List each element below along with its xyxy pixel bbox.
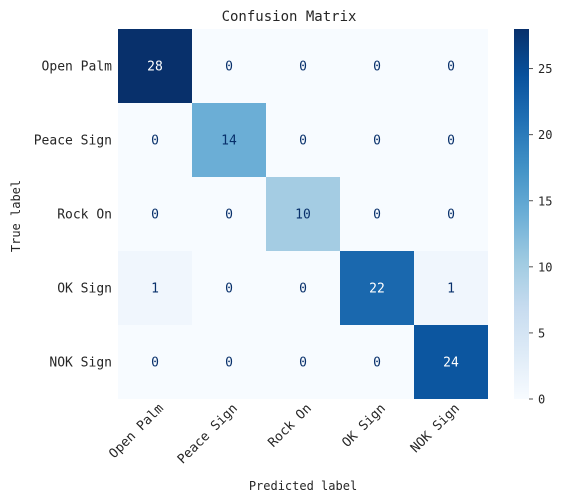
y-tick-label-4: NOK Sign [49, 356, 112, 371]
heatmap-cell-r4-c2 [266, 325, 340, 399]
cell-value-r3-c3: 22 [369, 282, 385, 297]
heatmap-cell-r0-c3 [340, 29, 414, 103]
heatmap-cell-r4-c0 [118, 325, 192, 399]
heatmap-cell-r3-c4 [414, 251, 488, 325]
cell-value-r4-c2: 0 [299, 356, 307, 371]
cell-value-r1-c4: 0 [447, 134, 455, 149]
cell-value-r3-c2: 0 [299, 282, 307, 297]
x-tick-label-3: OK Sign [339, 401, 388, 450]
y-tick-label-1: Peace Sign [34, 134, 112, 149]
y-tick-label-0: Open Palm [42, 60, 113, 75]
cell-value-r2-c4: 0 [447, 208, 455, 223]
heatmap-cell-labels: 28 0 0 0 00 14 0 0 00 0 10 0 01 0 0 22 10 0 0 0 24 [147, 60, 459, 371]
heatmap-cell-r0-c4 [414, 29, 488, 103]
heatmap-cell-r1-c1 [192, 103, 266, 177]
cell-value-r0-c1: 0 [225, 60, 233, 75]
y-axis-label: True label [9, 180, 23, 252]
heatmap-cells [118, 29, 488, 399]
heatmap-cell-r4-c3 [340, 325, 414, 399]
heatmap-cell-r3-c0 [118, 251, 192, 325]
cell-value-r2-c3: 0 [373, 208, 381, 223]
colorbar [514, 29, 529, 399]
x-axis-label: Predicted label [249, 479, 357, 493]
cell-value-r1-c2: 0 [299, 134, 307, 149]
y-tick-label-3: OK Sign [57, 282, 112, 297]
heatmap-cell-r1-c3 [340, 103, 414, 177]
x-tick-label-0: Open Palm [106, 401, 167, 462]
x-tick-label-1: Peace Sign [175, 401, 241, 467]
cell-value-r0-c4: 0 [447, 60, 455, 75]
heatmap-cell-r3-c2 [266, 251, 340, 325]
heatmap-cell-r2-c1 [192, 177, 266, 251]
x-tick-label-2: Rock On [265, 401, 314, 450]
cell-value-r1-c0: 0 [151, 134, 159, 149]
cell-value-r4-c1: 0 [225, 356, 233, 371]
x-axis-tick-labels: Open Palm Peace Sign Rock On OK Sign NOK Sig… [106, 401, 462, 467]
cell-value-r3-c0: 1 [151, 282, 159, 297]
cell-value-r2-c1: 0 [225, 208, 233, 223]
cell-value-r3-c1: 0 [225, 282, 233, 297]
colorbar-tick-label-5: 25 [538, 62, 552, 76]
heatmap-cell-r2-c2 [266, 177, 340, 251]
cell-value-r3-c4: 1 [447, 282, 455, 297]
heatmap-cell-r2-c3 [340, 177, 414, 251]
cell-value-r1-c3: 0 [373, 134, 381, 149]
chart-title: Confusion Matrix [222, 9, 357, 25]
cell-value-r1-c1: 14 [221, 134, 237, 149]
heatmap-cell-r4-c4 [414, 325, 488, 399]
cell-value-r2-c0: 0 [151, 208, 159, 223]
cell-value-r4-c4: 24 [443, 356, 459, 371]
heatmap-cell-r0-c1 [192, 29, 266, 103]
colorbar-tick-labels: 0 5 10 15 20 25 [529, 62, 552, 407]
heatmap-cell-r1-c0 [118, 103, 192, 177]
colorbar-tick-label-3: 15 [538, 194, 552, 208]
heatmap-cell-r2-c4 [414, 177, 488, 251]
colorbar-tick-label-1: 5 [538, 326, 545, 340]
y-tick-label-2: Rock On [57, 208, 112, 223]
heatmap-cell-r2-c0 [118, 177, 192, 251]
heatmap-cell-r4-c1 [192, 325, 266, 399]
heatmap-cell-r1-c4 [414, 103, 488, 177]
heatmap-cell-r3-c1 [192, 251, 266, 325]
cell-value-r4-c3: 0 [373, 356, 381, 371]
colorbar-tick-label-4: 20 [538, 128, 552, 142]
colorbar-tick-label-0: 0 [538, 393, 545, 407]
colorbar-tick-label-2: 10 [538, 260, 552, 274]
heatmap-cell-r1-c2 [266, 103, 340, 177]
heatmap-cell-r0-c2 [266, 29, 340, 103]
cell-value-r2-c2: 10 [295, 208, 311, 223]
cell-value-r0-c0: 28 [147, 60, 163, 75]
y-axis-tick-labels: Open Palm Peace Sign Rock On OK Sign NOK Sig… [34, 60, 112, 371]
cell-value-r0-c3: 0 [373, 60, 381, 75]
x-tick-label-4: NOK Sign [408, 401, 463, 456]
heatmap-cell-r3-c3 [340, 251, 414, 325]
cell-value-r4-c0: 0 [151, 356, 159, 371]
cell-value-r0-c2: 0 [299, 60, 307, 75]
heatmap-cell-r0-c0 [118, 29, 192, 103]
